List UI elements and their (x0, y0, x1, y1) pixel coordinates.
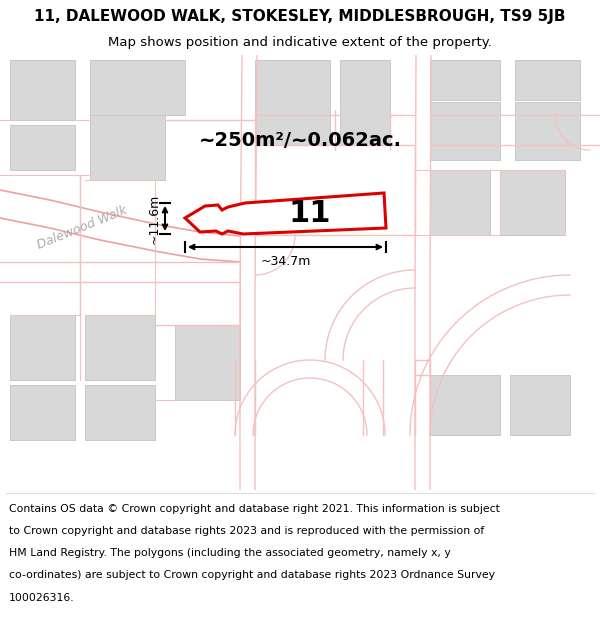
Polygon shape (90, 60, 185, 115)
Text: co-ordinates) are subject to Crown copyright and database rights 2023 Ordnance S: co-ordinates) are subject to Crown copyr… (9, 571, 495, 581)
Polygon shape (85, 315, 155, 380)
Polygon shape (10, 385, 75, 440)
Text: HM Land Registry. The polygons (including the associated geometry, namely x, y: HM Land Registry. The polygons (includin… (9, 548, 451, 558)
Polygon shape (430, 60, 500, 100)
Text: 100026316.: 100026316. (9, 592, 74, 602)
Polygon shape (430, 170, 490, 235)
Polygon shape (515, 60, 580, 100)
Polygon shape (185, 193, 386, 234)
Text: ~34.7m: ~34.7m (260, 255, 311, 268)
Polygon shape (500, 170, 565, 235)
Polygon shape (10, 60, 75, 120)
Text: ~11.6m: ~11.6m (148, 193, 161, 244)
Text: 11: 11 (289, 199, 331, 228)
Text: Contains OS data © Crown copyright and database right 2021. This information is : Contains OS data © Crown copyright and d… (9, 504, 500, 514)
Text: Map shows position and indicative extent of the property.: Map shows position and indicative extent… (108, 36, 492, 49)
Polygon shape (90, 115, 165, 180)
Polygon shape (85, 385, 155, 440)
Polygon shape (340, 60, 390, 145)
Polygon shape (10, 125, 75, 170)
Polygon shape (255, 60, 330, 145)
Polygon shape (10, 315, 75, 380)
Polygon shape (430, 102, 500, 160)
Polygon shape (430, 375, 500, 435)
Polygon shape (510, 375, 570, 435)
Text: to Crown copyright and database rights 2023 and is reproduced with the permissio: to Crown copyright and database rights 2… (9, 526, 484, 536)
Text: ~250m²/~0.062ac.: ~250m²/~0.062ac. (199, 131, 401, 149)
Text: Dalewood Walk: Dalewood Walk (35, 204, 129, 252)
Text: 11, DALEWOOD WALK, STOKESLEY, MIDDLESBROUGH, TS9 5JB: 11, DALEWOOD WALK, STOKESLEY, MIDDLESBRO… (34, 9, 566, 24)
Polygon shape (515, 102, 580, 160)
Polygon shape (175, 325, 240, 400)
